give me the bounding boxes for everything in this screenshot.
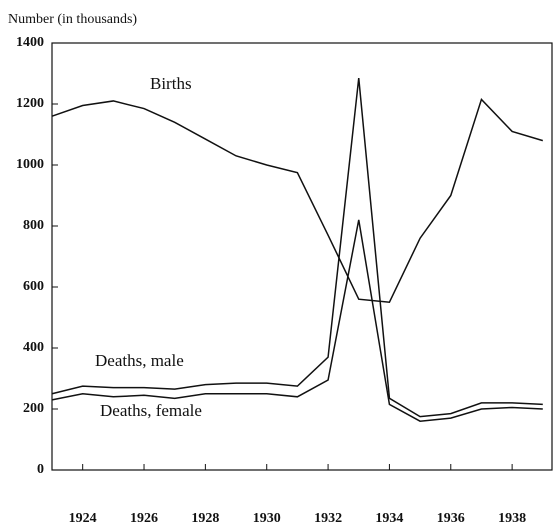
x-tick-label: 1930: [253, 511, 281, 526]
x-tick-label: 1936: [437, 511, 465, 526]
x-tick-label: 1924: [69, 511, 97, 526]
x-tick-label: 1932: [314, 511, 342, 526]
series-annotation: Births: [150, 74, 192, 93]
y-tick-label: 1000: [16, 157, 44, 172]
series-line: [51, 219, 543, 422]
y-tick-label: 1200: [16, 96, 44, 111]
x-tick-label: 1928: [191, 511, 219, 526]
y-tick-label: 1400: [16, 35, 44, 50]
series-line: [51, 77, 543, 418]
series-line: [51, 97, 544, 304]
y-tick-label: 400: [23, 340, 44, 355]
x-tick-label: 1938: [498, 511, 526, 526]
x-tick-label: 1926: [130, 511, 158, 526]
series-annotation: Deaths, male: [95, 351, 184, 370]
x-tick-label: 1934: [375, 511, 403, 526]
series-annotation: Deaths, female: [100, 401, 202, 420]
y-tick-label: 0: [37, 462, 44, 477]
y-tick-label: 600: [23, 279, 44, 294]
y-axis-label: Number (in thousands): [8, 12, 137, 27]
y-tick-label: 800: [23, 218, 44, 233]
y-tick-label: 200: [23, 401, 44, 416]
plot-frame: [51, 42, 553, 471]
